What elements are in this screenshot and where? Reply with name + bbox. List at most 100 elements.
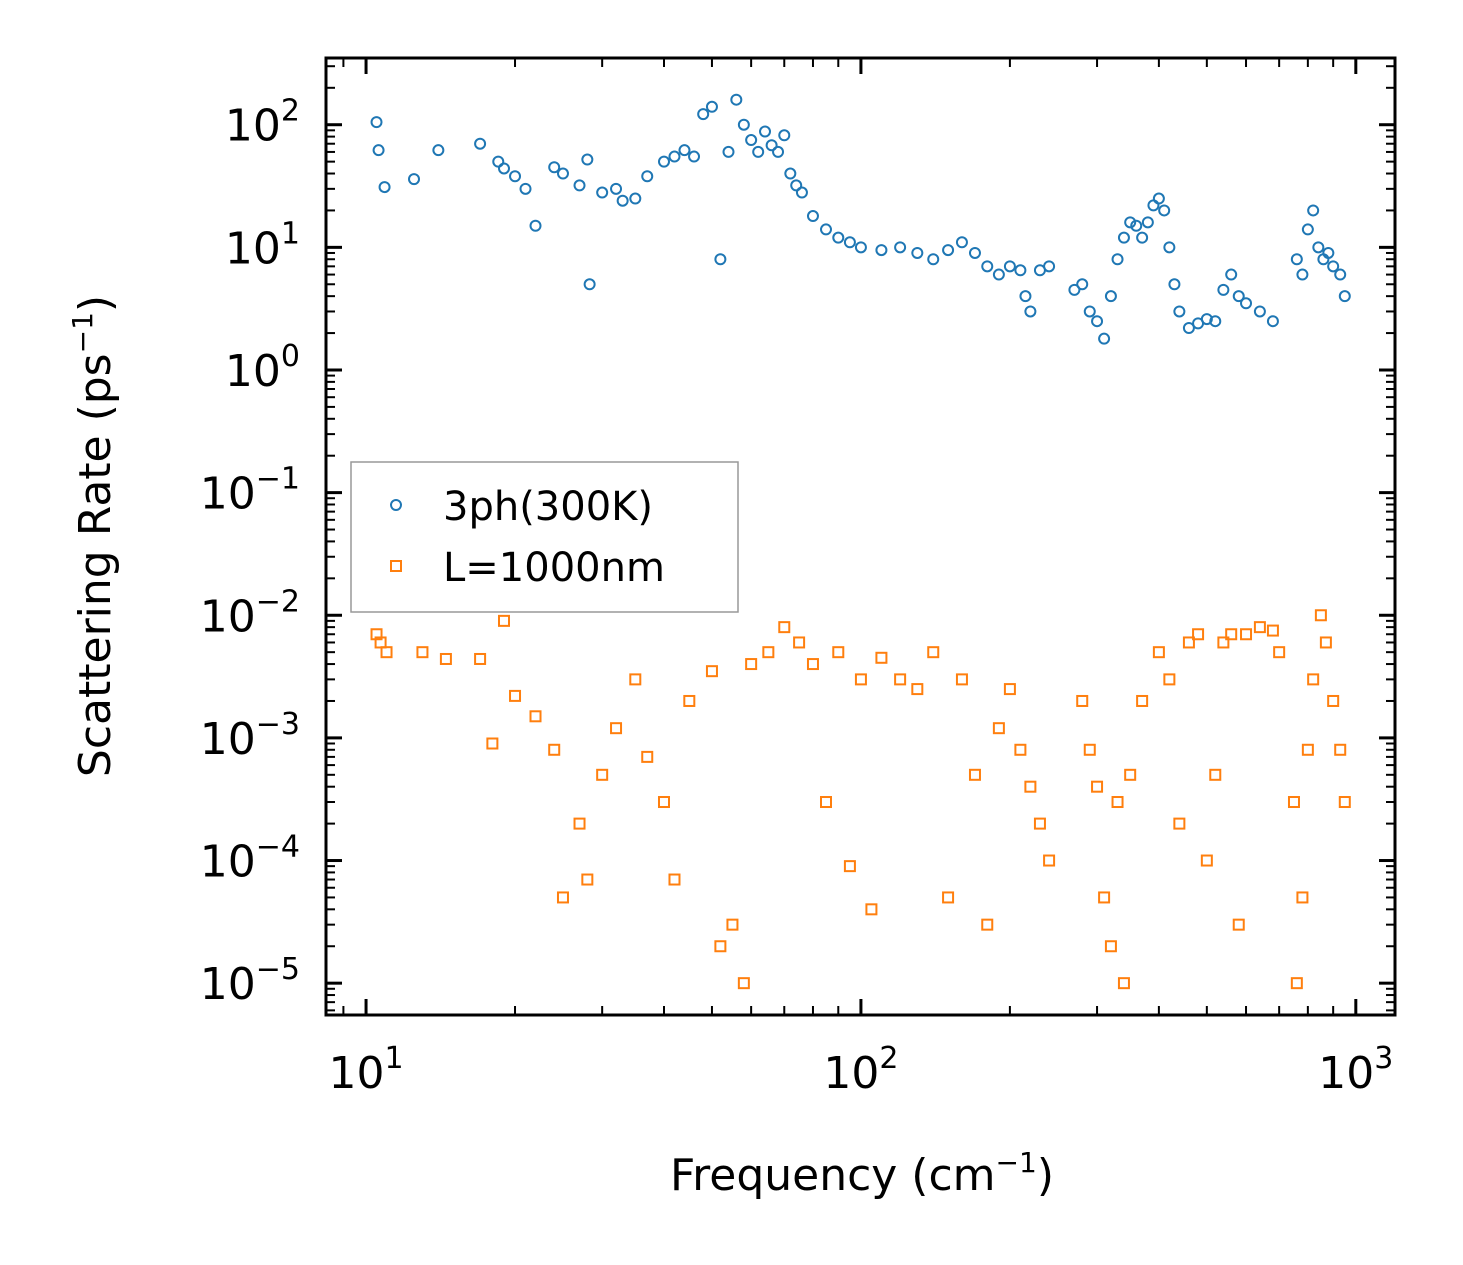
data-point (1163, 241, 1176, 254)
data-point (1043, 854, 1056, 867)
data-point (772, 145, 785, 158)
data-point (843, 236, 856, 249)
data-point (762, 646, 775, 659)
data-point (509, 689, 522, 702)
data-point (714, 253, 727, 266)
data-point (1117, 977, 1130, 990)
data-point (1307, 204, 1320, 217)
x-axis-label: Frequency (cm−1) (670, 1146, 1054, 1201)
data-point (1200, 854, 1213, 867)
x-tick-label: 101 (329, 1041, 404, 1099)
data-point (894, 241, 907, 254)
data-point (793, 636, 806, 649)
data-point (497, 162, 510, 175)
series-l1000 (370, 609, 1351, 990)
data-point (1076, 694, 1089, 707)
data-point (548, 743, 561, 756)
data-point (927, 646, 940, 659)
data-point (955, 236, 968, 249)
data-point (806, 658, 819, 671)
data-point (1312, 241, 1325, 254)
data-point (1240, 628, 1253, 641)
data-point (1290, 977, 1303, 990)
data-point (1117, 231, 1130, 244)
data-point (865, 903, 878, 916)
data-point (432, 144, 445, 157)
data-point (439, 652, 452, 665)
data-point (556, 167, 569, 180)
y-tick-label: 10−1 (200, 462, 300, 520)
data-point (1003, 683, 1016, 696)
data-point (1287, 796, 1300, 809)
data-point (629, 673, 642, 686)
data-point (583, 278, 596, 291)
data-point (752, 145, 765, 158)
data-point (1232, 290, 1245, 303)
data-point (1266, 315, 1279, 328)
data-point (1273, 646, 1286, 659)
data-point (1098, 332, 1111, 345)
data-point (1083, 305, 1096, 318)
data-point (795, 186, 808, 199)
data-point (657, 796, 670, 809)
data-point (657, 155, 670, 168)
data-point (705, 100, 718, 113)
data-point (372, 144, 385, 157)
y-tick-label: 10−2 (200, 584, 300, 642)
plot-frame (324, 56, 1397, 1017)
data-point (875, 244, 888, 257)
data-point (683, 694, 696, 707)
series-3ph (370, 93, 1351, 345)
data-point (1168, 278, 1181, 291)
data-point (1327, 694, 1340, 707)
data-point (1091, 780, 1104, 793)
data-point (927, 253, 940, 266)
data-point (1240, 297, 1253, 310)
data-point (370, 116, 383, 129)
y-axis-label: Scattering Rate (ps−1) (66, 295, 121, 777)
data-point (1104, 290, 1117, 303)
data-point (378, 181, 391, 194)
data-point (1209, 768, 1222, 781)
data-point (1024, 780, 1037, 793)
data-point (1124, 768, 1137, 781)
x-tick-label: 103 (1318, 1041, 1393, 1099)
legend: 3ph(300K) L=1000nm (350, 461, 739, 613)
data-point (806, 210, 819, 223)
x-tick-label: 102 (823, 1041, 898, 1099)
data-point (497, 614, 510, 627)
data-point (1301, 223, 1314, 236)
legend-label-3ph: 3ph(300K) (443, 484, 653, 530)
legend-marker-l1000 (390, 560, 402, 572)
y-tick-label: 10−3 (200, 707, 300, 765)
data-point (573, 179, 586, 192)
data-point (1033, 817, 1046, 830)
data-point (1152, 646, 1165, 659)
data-point (1147, 199, 1160, 212)
data-point (992, 722, 1005, 735)
data-point (1209, 315, 1222, 328)
data-point (1217, 636, 1230, 649)
data-point (596, 186, 609, 199)
data-point (1014, 264, 1027, 277)
data-point (1217, 283, 1230, 296)
data-point (1173, 817, 1186, 830)
data-point (1322, 246, 1335, 259)
series-layer (370, 93, 1351, 990)
data-point (1130, 219, 1143, 232)
data-point (745, 658, 758, 671)
data-point (380, 646, 393, 659)
data-point (1163, 673, 1176, 686)
data-point (548, 161, 561, 174)
data-point (1253, 621, 1266, 634)
data-point (1076, 278, 1089, 291)
data-point (1192, 628, 1205, 641)
y-tick-label: 100 (225, 339, 300, 397)
data-point (1307, 673, 1320, 686)
data-point (610, 722, 623, 735)
y-tick-labels: 10−5 10−4 10−3 10−2 10−1 100 101 102 (200, 94, 300, 1010)
data-point (1104, 940, 1117, 953)
data-point (981, 918, 994, 931)
data-point (519, 182, 532, 195)
data-point (1338, 796, 1351, 809)
